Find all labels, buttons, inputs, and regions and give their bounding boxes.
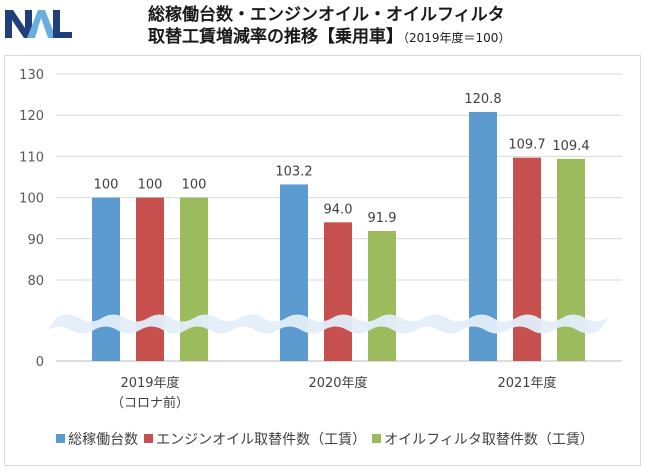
- bar-1-2020年度: [280, 184, 308, 361]
- legend-label: エンジンオイル取替件数（工賃）: [156, 432, 367, 448]
- bar-2-2019年度: [136, 197, 164, 361]
- y-tick-label: 130: [19, 68, 44, 83]
- chart-subtitle: （2019年度＝100）: [403, 31, 511, 45]
- data-label: 100: [94, 178, 119, 193]
- nal-logo: [5, 6, 73, 40]
- title-line-1: 総稼働台数・エンジンオイル・オイルフィルタ: [148, 5, 505, 25]
- nal-logo-icon: [5, 10, 72, 38]
- title-line-2-text: 取替工賃増減率の推移【乗用車】: [148, 27, 403, 47]
- legend-item: オイルフィルタ取替件数（工賃）: [372, 429, 594, 449]
- bar-2-2020年度: [324, 222, 352, 361]
- data-label: 100: [138, 178, 163, 193]
- data-label: 91.9: [368, 211, 397, 226]
- legend-swatch: [56, 434, 66, 443]
- data-label: 109.7: [508, 138, 545, 153]
- y-tick-label: 80: [27, 274, 44, 289]
- data-label: 103.2: [275, 164, 312, 179]
- title-line-2: 取替工賃増減率の推移【乗用車】（2019年度＝100）: [148, 26, 628, 49]
- x-category-label: 2020年度: [308, 375, 367, 391]
- x-category-sublabel: （コロナ前）: [111, 395, 189, 411]
- bar-3-2019年度: [180, 197, 208, 361]
- data-label: 94.0: [324, 202, 353, 217]
- data-label: 120.8: [464, 92, 501, 107]
- data-label: 109.4: [552, 139, 589, 154]
- x-category-label: 2021年度: [497, 375, 556, 391]
- legend-label: オイルフィルタ取替件数（工賃）: [384, 432, 594, 448]
- bar-1-2019年度: [92, 197, 120, 361]
- axis-break-band: [48, 314, 608, 334]
- y-tick-label: 0: [36, 355, 44, 370]
- bar-3-2020年度: [368, 230, 396, 361]
- x-category-label: 2019年度: [120, 375, 179, 391]
- chart-title: 総稼働台数・エンジンオイル・オイルフィルタ 取替工賃増減率の推移【乗用車】（20…: [148, 4, 628, 49]
- y-tick-label: 110: [19, 150, 44, 165]
- legend-label: 総稼働台数: [68, 432, 139, 448]
- y-tick-label: 90: [27, 233, 44, 248]
- chart-legend: 総稼働台数 エンジンオイル取替件数（工賃） オイルフィルタ取替件数（工賃）: [0, 429, 650, 449]
- y-tick-label: 120: [19, 109, 44, 124]
- legend-item: エンジンオイル取替件数（工賃）: [144, 429, 366, 449]
- legend-swatch: [144, 434, 154, 443]
- legend-swatch: [372, 434, 382, 443]
- y-tick-label: 100: [19, 192, 44, 207]
- data-label: 100: [182, 178, 207, 193]
- chart-frame: [4, 55, 641, 466]
- legend-item: 総稼働台数: [56, 429, 138, 449]
